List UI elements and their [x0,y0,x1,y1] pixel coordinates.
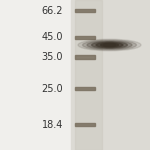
Bar [75,87,94,90]
Text: 45.0: 45.0 [42,33,63,42]
Ellipse shape [100,43,118,47]
Bar [70,0,150,150]
Text: 35.0: 35.0 [42,52,63,62]
Bar [75,55,94,59]
Text: 25.0: 25.0 [41,84,63,93]
Bar [75,9,94,12]
Bar [75,0,102,150]
Ellipse shape [96,43,123,47]
Ellipse shape [92,42,128,48]
Text: 66.2: 66.2 [42,6,63,15]
Ellipse shape [82,40,136,50]
Bar [75,36,94,39]
Ellipse shape [78,39,141,51]
Ellipse shape [104,44,115,46]
Bar [75,123,94,126]
Ellipse shape [87,41,132,49]
Text: 18.4: 18.4 [42,120,63,129]
